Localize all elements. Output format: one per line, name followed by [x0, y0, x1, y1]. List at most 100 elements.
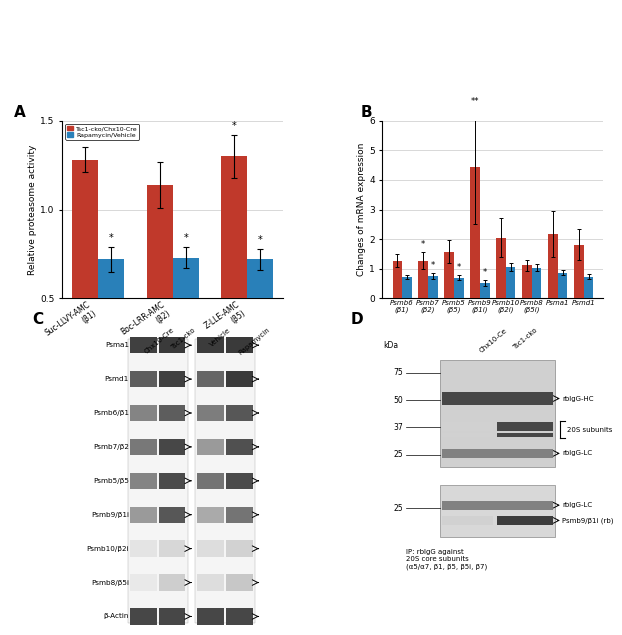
Bar	[198, 540, 224, 557]
Bar	[226, 608, 253, 625]
Text: A: A	[14, 105, 26, 120]
Text: Rapamycin: Rapamycin	[237, 327, 271, 356]
Text: *: *	[258, 235, 262, 245]
Bar	[498, 433, 553, 438]
Bar	[247, 259, 273, 387]
Text: Psmb6/β1: Psmb6/β1	[93, 410, 129, 416]
Bar	[470, 166, 480, 298]
Bar	[583, 276, 593, 298]
Text: Psmb7/β2: Psmb7/β2	[93, 444, 129, 450]
Bar	[221, 156, 247, 387]
Text: *: *	[83, 134, 88, 144]
Y-axis label: Relative proteasome activity: Relative proteasome activity	[29, 144, 37, 275]
Text: B: B	[360, 105, 372, 120]
Text: Psmb9/β1i (rb): Psmb9/β1i (rb)	[562, 517, 614, 524]
Bar	[440, 361, 555, 467]
Y-axis label: Changes of mRNA expression: Changes of mRNA expression	[357, 143, 366, 276]
Bar	[522, 265, 532, 298]
Text: 25: 25	[394, 504, 404, 512]
Text: Vehicle: Vehicle	[208, 327, 231, 347]
Text: 37: 37	[394, 423, 404, 432]
Bar	[198, 507, 224, 523]
Bar	[130, 472, 157, 489]
Text: IP: rbIgG against
20S core subunits
(α5/α7, β1, β5, β5i, β7): IP: rbIgG against 20S core subunits (α5/…	[406, 549, 487, 570]
Bar	[440, 485, 555, 537]
Text: rbIgG-HC: rbIgG-HC	[562, 396, 594, 401]
Bar	[402, 277, 412, 298]
Bar	[159, 608, 185, 625]
Legend: Tsc1-cko/Chx10-Cre, Rapamycin/Vehicle: Tsc1-cko/Chx10-Cre, Rapamycin/Vehicle	[65, 124, 139, 140]
Bar	[195, 339, 255, 622]
Bar	[498, 422, 553, 427]
Bar	[226, 371, 253, 387]
Bar	[428, 276, 438, 298]
Bar	[226, 337, 253, 354]
Bar	[159, 540, 185, 557]
Bar	[198, 439, 224, 455]
Text: 20S subunits: 20S subunits	[567, 427, 613, 433]
Text: *: *	[483, 268, 487, 277]
Bar	[130, 574, 157, 591]
Text: *: *	[109, 233, 114, 243]
Text: C: C	[32, 312, 44, 327]
Text: D: D	[350, 312, 363, 327]
Bar	[226, 472, 253, 489]
Text: 75: 75	[394, 368, 404, 377]
Bar	[198, 472, 224, 489]
Bar	[442, 427, 493, 431]
Text: *: *	[430, 261, 435, 270]
Bar	[498, 427, 553, 431]
Bar	[159, 404, 185, 421]
Text: *: *	[183, 233, 188, 243]
Bar	[442, 500, 553, 510]
Bar	[498, 516, 553, 525]
Bar	[226, 540, 253, 557]
Bar	[72, 160, 98, 387]
Bar	[198, 337, 224, 354]
Bar	[159, 507, 185, 523]
Text: Chx10-Ce: Chx10-Ce	[478, 327, 508, 353]
Bar	[159, 337, 185, 354]
Bar	[130, 404, 157, 421]
Text: *: *	[457, 263, 461, 272]
Text: 25: 25	[394, 450, 404, 459]
Bar	[442, 516, 493, 525]
Text: rbIgG-LC: rbIgG-LC	[562, 450, 593, 457]
Bar	[159, 472, 185, 489]
Bar	[98, 259, 124, 387]
Bar	[532, 267, 541, 298]
Bar	[226, 574, 253, 591]
Bar	[558, 272, 567, 298]
Bar	[506, 267, 516, 298]
Bar	[159, 574, 185, 591]
Text: kDa: kDa	[384, 341, 399, 350]
Bar	[442, 433, 493, 438]
Bar	[147, 185, 173, 387]
Text: Psmb9/β1i: Psmb9/β1i	[91, 512, 129, 518]
Text: Tsc1-cko: Tsc1-cko	[170, 327, 197, 351]
Bar	[130, 371, 157, 387]
Bar	[198, 608, 224, 625]
Text: β-Actin: β-Actin	[103, 613, 129, 620]
Bar	[392, 260, 402, 298]
Bar	[442, 422, 493, 427]
Bar	[130, 439, 157, 455]
Bar	[419, 260, 428, 298]
Bar	[226, 439, 253, 455]
Bar	[198, 574, 224, 591]
Bar	[198, 404, 224, 421]
Text: Psmb8/β5i: Psmb8/β5i	[91, 580, 129, 585]
Text: rbIgG-LC: rbIgG-LC	[562, 502, 593, 508]
Bar	[480, 283, 490, 298]
Bar	[173, 258, 198, 387]
Bar	[130, 507, 157, 523]
Bar	[574, 244, 583, 298]
Bar	[130, 540, 157, 557]
Bar	[128, 339, 188, 622]
Text: Psmb5/β5: Psmb5/β5	[93, 478, 129, 484]
Text: Psma1: Psma1	[105, 342, 129, 348]
Bar	[548, 234, 558, 298]
Text: Psmd1: Psmd1	[104, 376, 129, 382]
Text: Psmb10/β2i: Psmb10/β2i	[86, 545, 129, 552]
Text: Chx10-Cre: Chx10-Cre	[143, 327, 175, 355]
